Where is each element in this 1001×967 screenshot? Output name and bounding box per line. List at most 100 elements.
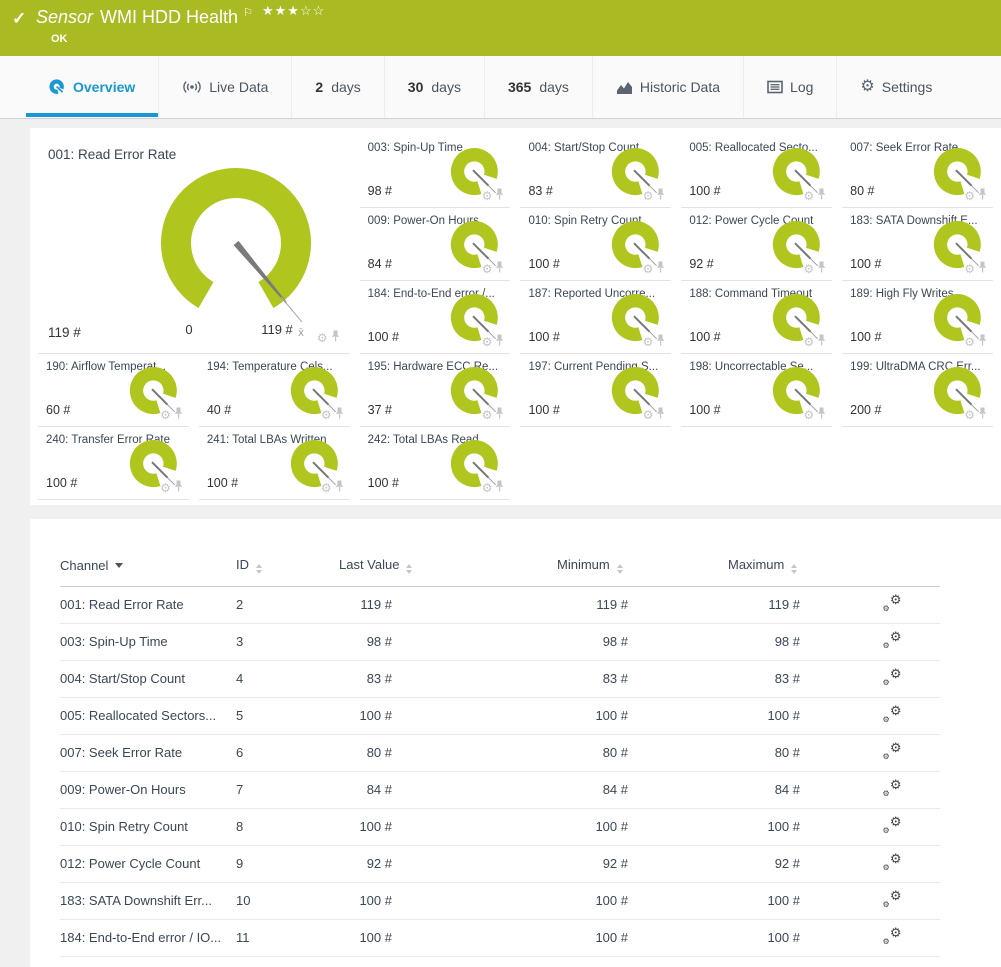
channel-settings-icon[interactable]: ⚙ ⚙ [882, 666, 902, 687]
table-row[interactable]: 012: Power Cycle Count 9 92 #92 #92 # ⚙ ⚙ [60, 845, 940, 883]
gear-icon[interactable]: ⚙ [642, 262, 654, 276]
gauge-tile[interactable]: 198: Uncorrectable Se... 100 # ⚙ [681, 353, 833, 427]
pin-icon[interactable] [495, 479, 504, 497]
pin-icon[interactable] [335, 479, 344, 497]
pin-icon[interactable] [656, 187, 665, 205]
gear-icon[interactable]: ⚙ [803, 189, 815, 203]
tab-365-days[interactable]: 365 days [483, 56, 592, 118]
col-header-last-value[interactable]: Last Value [339, 557, 557, 587]
pin-icon[interactable] [174, 479, 183, 497]
channel-cell[interactable]: 184: End-to-End error / IO... [60, 919, 236, 957]
pin-icon[interactable] [656, 260, 665, 278]
gauge-tile[interactable]: 189: High Fly Writes 100 # ⚙ [842, 280, 993, 354]
channel-settings-icon[interactable]: ⚙ ⚙ [882, 777, 902, 798]
channel-cell[interactable]: 003: Spin-Up Time [60, 623, 236, 661]
channel-settings-icon[interactable]: ⚙ ⚙ [882, 740, 902, 761]
tab-live-data[interactable]: Live Data [158, 56, 291, 118]
gear-icon[interactable]: ⚙ [803, 408, 815, 422]
main-gauge-tile[interactable]: 001: Read Error Rate x̄ 0 119 # 119 # ⚙ [38, 134, 350, 354]
channel-settings-icon[interactable]: ⚙ ⚙ [882, 629, 902, 650]
gear-icon[interactable]: ⚙ [803, 335, 815, 349]
channel-settings-icon[interactable]: ⚙ ⚙ [882, 851, 902, 872]
table-row[interactable]: 183: SATA Downshift Err... 10 100 #100 #10… [60, 882, 940, 920]
col-header-maximum[interactable]: Maximum [728, 557, 845, 587]
gauge-tile[interactable]: 183: SATA Downshift E... 100 # ⚙ [842, 207, 993, 281]
pin-icon[interactable] [817, 187, 826, 205]
col-header-minimum[interactable]: Minimum [557, 557, 728, 587]
gear-icon[interactable]: ⚙ [964, 335, 975, 349]
tab-2-days[interactable]: 2 days [291, 56, 383, 118]
pin-icon[interactable] [817, 333, 826, 351]
pin-icon[interactable] [331, 329, 340, 347]
pin-icon[interactable] [495, 187, 504, 205]
table-row[interactable]: 003: Spin-Up Time 3 98 #98 #98 # ⚙ ⚙ [60, 623, 940, 661]
pin-icon[interactable] [817, 260, 826, 278]
gauge-tile[interactable]: 194: Temperature Cels... 40 # ⚙ [198, 353, 350, 427]
channel-cell[interactable]: 010: Spin Retry Count [60, 808, 236, 846]
channel-cell[interactable]: 005: Reallocated Sectors... [60, 697, 236, 735]
gear-icon[interactable]: ⚙ [481, 335, 493, 349]
channel-cell[interactable]: 012: Power Cycle Count [60, 845, 236, 883]
pin-icon[interactable] [495, 333, 504, 351]
gauge-tile[interactable]: 197: Current Pending S... 100 # ⚙ [520, 353, 672, 427]
flag-icon[interactable]: ⚐ [243, 7, 253, 19]
tab-historic-data[interactable]: Historic Data [591, 56, 743, 118]
gear-icon[interactable]: ⚙ [964, 262, 975, 276]
pin-icon[interactable] [817, 406, 826, 424]
tab-log[interactable]: Log [743, 56, 836, 118]
table-row[interactable]: 001: Read Error Rate 2 119 #119 #119 # ⚙ ⚙ [60, 586, 940, 624]
gear-icon[interactable]: ⚙ [316, 331, 328, 345]
pin-icon[interactable] [978, 333, 987, 351]
table-row[interactable]: 010: Spin Retry Count 8 100 #100 #100 # ⚙ ⚙ [60, 808, 940, 846]
gear-icon[interactable]: ⚙ [481, 408, 493, 422]
channel-cell[interactable]: 004: Start/Stop Count [60, 660, 236, 698]
gear-icon[interactable]: ⚙ [481, 481, 493, 495]
pin-icon[interactable] [656, 406, 665, 424]
tab-30-days[interactable]: 30 days [383, 56, 484, 118]
gauge-tile[interactable]: 005: Reallocated Secto... 100 # ⚙ [681, 134, 833, 208]
channel-cell[interactable]: 009: Power-On Hours [60, 771, 236, 809]
gauge-tile[interactable]: 195: Hardware ECC Re... 37 # ⚙ [359, 353, 511, 427]
gauge-tile[interactable]: 188: Command Timeout 100 # ⚙ [681, 280, 833, 354]
tab-overview[interactable]: Overview [26, 56, 159, 118]
channel-cell[interactable]: 007: Seek Error Rate [60, 734, 236, 772]
channel-settings-icon[interactable]: ⚙ ⚙ [882, 814, 902, 835]
table-row[interactable]: 009: Power-On Hours 7 84 #84 #84 # ⚙ ⚙ [60, 771, 940, 809]
channel-settings-icon[interactable]: ⚙ ⚙ [882, 703, 902, 724]
pin-icon[interactable] [174, 406, 183, 424]
table-row[interactable]: 184: End-to-End error / IO... 11 100 #100 … [60, 919, 940, 957]
gear-icon[interactable]: ⚙ [803, 262, 815, 276]
pin-icon[interactable] [335, 406, 344, 424]
gauge-tile[interactable]: 184: End-to-End error /... 100 # ⚙ [359, 280, 511, 354]
gear-icon[interactable]: ⚙ [964, 408, 975, 422]
channel-settings-icon[interactable]: ⚙ ⚙ [882, 592, 902, 613]
gauge-tile[interactable]: 187: Reported Uncorre... 100 # ⚙ [520, 280, 672, 354]
gear-icon[interactable]: ⚙ [964, 189, 975, 203]
gauge-tile[interactable]: 242: Total LBAs Read 100 # ⚙ [359, 426, 511, 500]
table-row[interactable]: 007: Seek Error Rate 6 80 #80 #80 # ⚙ ⚙ [60, 734, 940, 772]
gauge-tile[interactable]: 199: UltraDMA CRC Err... 200 # ⚙ [842, 353, 993, 427]
pin-icon[interactable] [978, 187, 987, 205]
gear-icon[interactable]: ⚙ [160, 408, 171, 422]
pin-icon[interactable] [495, 260, 504, 278]
gauge-tile[interactable]: 009: Power-On Hours 84 # ⚙ [359, 207, 511, 281]
channel-cell[interactable]: 001: Read Error Rate [60, 586, 236, 624]
gauge-tile[interactable]: 010: Spin Retry Count 100 # ⚙ [520, 207, 672, 281]
table-row[interactable]: 004: Start/Stop Count 4 83 #83 #83 # ⚙ ⚙ [60, 660, 940, 698]
pin-icon[interactable] [978, 406, 987, 424]
gauge-tile[interactable]: 007: Seek Error Rate 80 # ⚙ [842, 134, 993, 208]
gear-icon[interactable]: ⚙ [642, 189, 654, 203]
channel-cell[interactable]: 183: SATA Downshift Err... [60, 882, 236, 920]
gear-icon[interactable]: ⚙ [320, 408, 332, 422]
gear-icon[interactable]: ⚙ [320, 481, 332, 495]
channel-settings-icon[interactable]: ⚙ ⚙ [882, 888, 902, 909]
gauge-tile[interactable]: 241: Total LBAs Written 100 # ⚙ [198, 426, 350, 500]
tab-settings[interactable]: ⚙ Settings [836, 56, 955, 118]
table-row[interactable]: 005: Reallocated Sectors... 5 100 #100 #10… [60, 697, 940, 735]
col-header-channel[interactable]: Channel [60, 557, 236, 587]
gear-icon[interactable]: ⚙ [481, 189, 493, 203]
pin-icon[interactable] [495, 406, 504, 424]
channel-settings-icon[interactable]: ⚙ ⚙ [882, 925, 902, 946]
col-header-id[interactable]: ID [236, 557, 339, 587]
gauge-tile[interactable]: 003: Spin-Up Time 98 # ⚙ [359, 134, 511, 208]
